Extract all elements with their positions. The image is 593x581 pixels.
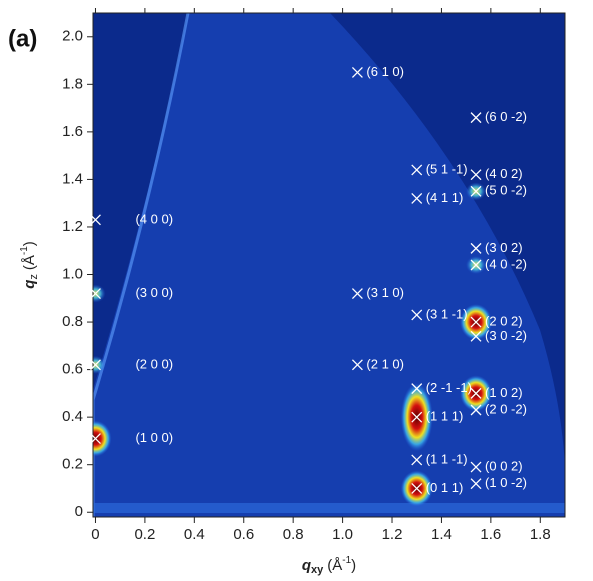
y-tick-label: 2.0 (62, 28, 83, 45)
y-tick-label: 1.0 (62, 265, 83, 282)
peak-marker (470, 387, 482, 399)
peak-marker (90, 214, 101, 226)
intensity-spot (93, 420, 112, 457)
peak-marker (470, 242, 482, 254)
peak-marker (411, 483, 423, 494)
peak-label: (1 1 -1) (426, 451, 468, 466)
x-tick-label: 0.2 (134, 526, 155, 543)
x-tick-label: 0.6 (233, 526, 254, 543)
y-tick-label: 1.6 (62, 123, 83, 140)
y-tick-label: 1.4 (62, 170, 83, 187)
peak-label: (2 0 -2) (485, 401, 527, 416)
peak-marker (90, 433, 101, 445)
peak-marker (470, 478, 482, 490)
peak-marker (351, 359, 363, 371)
peak-label: (1 0 -2) (485, 475, 527, 490)
y-close: ) (21, 241, 38, 246)
peak-label: (6 0 -2) (485, 109, 527, 124)
panel-label: (a) (8, 25, 37, 52)
x-tick-label: 0.8 (283, 526, 304, 543)
peak-marker (470, 461, 482, 473)
y-axis-label: qz (Å-1) (19, 241, 40, 289)
y-sup: -1 (19, 246, 30, 255)
y-tick-label: 0.4 (62, 408, 83, 425)
x-tick-label: 0 (91, 526, 99, 543)
peak-marker (90, 359, 101, 371)
peak-label: (2 -1 -1) (426, 380, 472, 395)
peak-marker (411, 383, 423, 395)
peak-label: (0 1 1) (426, 480, 464, 495)
y-symbol: q (21, 280, 38, 289)
plot-area (93, 13, 565, 517)
y-tick-label: 0 (75, 503, 83, 520)
peak-label: (0 0 2) (485, 459, 523, 474)
y-tick-label: 0.2 (62, 456, 83, 473)
peak-label: (3 0 -2) (485, 328, 527, 343)
x-unit: (Å (327, 557, 342, 574)
peak-label: (3 1 -1) (426, 306, 468, 321)
peak-label: (4 0 0) (135, 211, 173, 226)
peak-label: (4 0 -2) (485, 256, 527, 271)
x-tick-label: 1.8 (530, 526, 551, 543)
peak-marker (470, 112, 482, 124)
y-sub: z (28, 274, 40, 280)
peak-label: (5 1 -1) (426, 161, 468, 176)
x-close: ) (351, 557, 356, 574)
peak-label: (1 1 1) (426, 409, 464, 424)
peak-label: (2 1 0) (366, 356, 404, 371)
intensity-spot (93, 355, 106, 374)
peak-marker (470, 169, 482, 181)
x-tick-label: 0.4 (184, 526, 205, 543)
peak-marker (411, 309, 423, 321)
x-sup: -1 (342, 555, 351, 566)
y-unit: (Å (21, 255, 38, 270)
x-tick-label: 1.6 (480, 526, 501, 543)
peak-marker (411, 454, 423, 466)
peak-marker (411, 192, 423, 204)
peak-label: (3 0 0) (135, 285, 173, 300)
plot-frame (92, 12, 566, 518)
peak-marker (411, 164, 423, 176)
peak-marker (470, 259, 482, 271)
y-tick-label: 1.8 (62, 75, 83, 92)
x-tick-label: 1.4 (431, 526, 452, 543)
peak-marker (470, 185, 482, 197)
y-tick-label: 0.8 (62, 313, 83, 330)
peak-marker (470, 330, 482, 342)
peak-marker (90, 288, 101, 299)
y-tick-label: 1.2 (62, 218, 83, 235)
peak-marker (470, 316, 482, 328)
y-tick-label: 0.6 (62, 361, 83, 378)
peak-label: (2 0 2) (485, 313, 523, 328)
x-axis-label: qxy (Å-1) (302, 555, 356, 576)
x-tick-label: 1.2 (382, 526, 403, 543)
detector-region (93, 13, 565, 517)
intensity-spot (93, 284, 106, 303)
horizon-band (93, 503, 565, 513)
x-tick-label: 1.0 (332, 526, 353, 543)
peak-label: (1 0 2) (485, 385, 523, 400)
peak-label: (4 1 1) (426, 190, 464, 205)
peak-label: (4 0 2) (485, 166, 523, 181)
peak-label: (3 1 0) (366, 285, 404, 300)
peak-label: (1 0 0) (135, 430, 173, 445)
x-sub: xy (311, 564, 324, 576)
x-symbol: q (302, 557, 311, 574)
peak-marker (351, 288, 363, 299)
peak-label: (2 0 0) (135, 356, 173, 371)
peak-label: (3 0 2) (485, 240, 523, 255)
peak-label: (6 1 0) (366, 64, 404, 79)
peak-marker (411, 411, 423, 423)
peak-label: (5 0 -2) (485, 183, 527, 198)
peak-marker (470, 404, 482, 416)
peak-marker (351, 66, 363, 78)
